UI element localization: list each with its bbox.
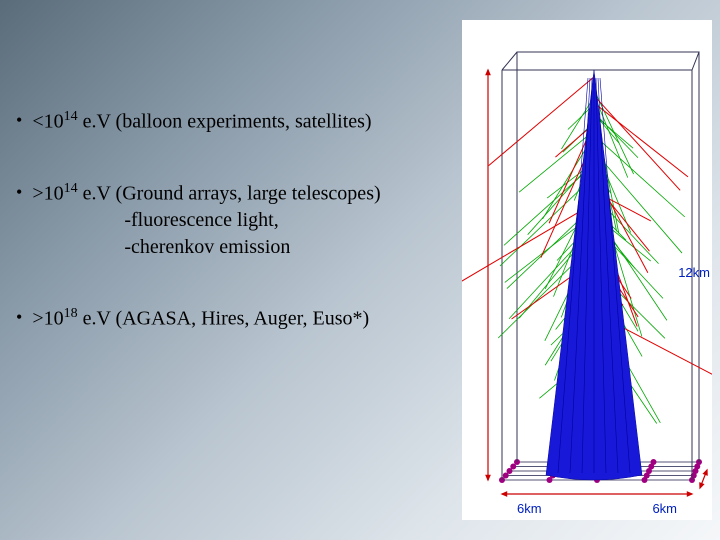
axis-label-bottom-right: 6km [652, 501, 677, 516]
rest-2: e.V (Ground arrays, large telescopes) [78, 182, 381, 204]
bullet-text-1: <1014 e.V (balloon experiments, satellit… [32, 108, 371, 136]
shower-svg [462, 20, 712, 520]
prefix-3: > [32, 308, 43, 330]
bullet-item-1: • <1014 e.V (balloon experiments, satell… [16, 108, 456, 136]
bullet-item-3: • >1018 e.V (AGASA, Hires, Auger, Euso*) [16, 305, 456, 333]
rest-3: e.V (AGASA, Hires, Auger, Euso*) [78, 308, 370, 330]
bullet-item-2: • >1014 e.V (Ground arrays, large telesc… [16, 180, 456, 262]
bullet-text-2: >1014 e.V (Ground arrays, large telescop… [32, 180, 380, 262]
bullet-marker: • [16, 108, 22, 133]
bullet-text-3: >1018 e.V (AGASA, Hires, Auger, Euso*) [32, 305, 369, 333]
rest-1: e.V (balloon experiments, satellites) [78, 111, 372, 133]
axis-label-bottom-left: 6km [517, 501, 542, 516]
exp-1: 14 [64, 109, 78, 124]
bullet-list: • <1014 e.V (balloon experiments, satell… [16, 108, 456, 377]
exp-2: 14 [64, 181, 78, 196]
exp-3: 18 [64, 306, 78, 321]
subline-2-1: -cherenkov emission [32, 234, 380, 261]
prefix-2: > [32, 182, 43, 204]
bullet-marker: • [16, 305, 22, 330]
axis-label-vertical: 12km [678, 265, 710, 280]
shower-diagram: 12km 6km 6km [462, 20, 712, 520]
prefix-1: < [32, 111, 43, 133]
subline-2-0: -fluorescence light, [32, 207, 380, 234]
bullet-marker: • [16, 180, 22, 205]
